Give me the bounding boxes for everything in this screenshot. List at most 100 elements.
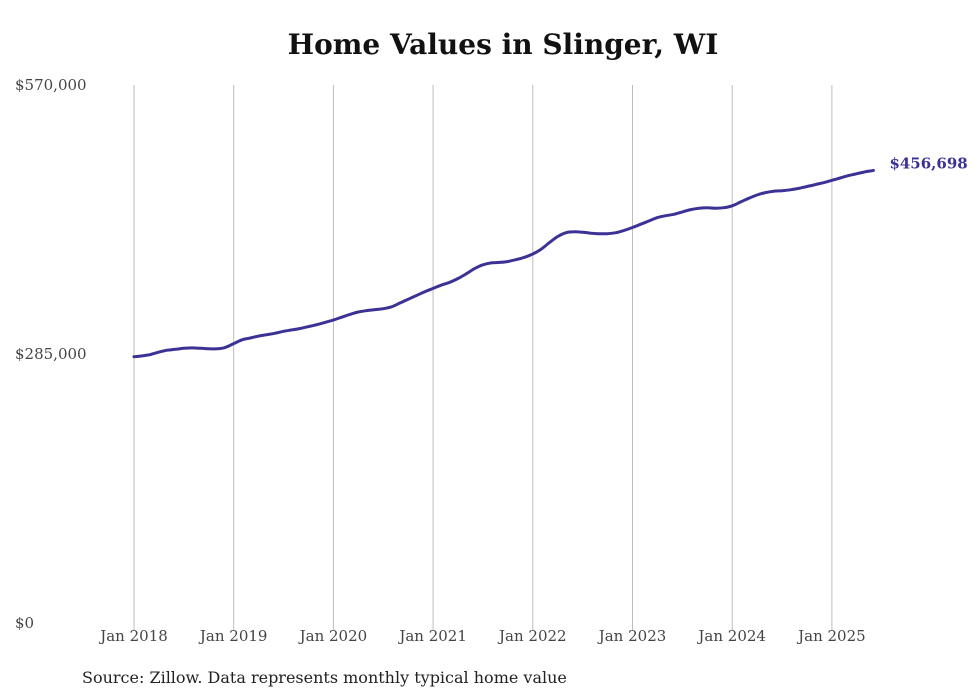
y-tick-label: $285,000 <box>15 345 87 363</box>
data-point <box>548 241 551 244</box>
data-point <box>199 347 202 350</box>
data-point <box>814 183 817 186</box>
x-tick-label: Jan 2018 <box>98 627 168 645</box>
data-point <box>822 181 825 184</box>
data-point <box>523 256 526 259</box>
data-point <box>407 298 410 301</box>
data-point <box>390 305 393 308</box>
data-point <box>664 214 667 217</box>
data-point <box>498 261 501 264</box>
data-point <box>847 174 850 177</box>
source-note: Source: Zillow. Data represents monthly … <box>82 668 567 687</box>
data-point <box>639 223 642 226</box>
x-tick-label: Jan 2024 <box>696 627 766 645</box>
x-axis-labels: Jan 2018 Jan 2019 Jan 2020 Jan 2021 Jan 2022… <box>98 627 865 645</box>
data-point <box>415 294 418 297</box>
x-tick-label: Jan 2023 <box>597 627 667 645</box>
data-point <box>598 232 601 235</box>
data-point <box>307 325 310 328</box>
data-point <box>631 226 634 229</box>
data-point <box>207 347 210 350</box>
data-point <box>797 187 800 190</box>
data-point <box>299 327 302 330</box>
data-point <box>349 313 352 316</box>
y-tick-label: $570,000 <box>15 76 87 94</box>
data-point <box>149 353 152 356</box>
data-point <box>398 302 401 305</box>
data-point <box>656 216 659 219</box>
data-point <box>864 170 867 173</box>
end-value-layer: $456,698 <box>889 154 967 172</box>
y-tick-label: $0 <box>15 614 34 632</box>
data-point <box>133 355 136 358</box>
data-point <box>806 185 809 188</box>
data-point <box>623 229 626 232</box>
data-point <box>747 197 750 200</box>
data-point <box>340 316 343 319</box>
data-point <box>673 213 676 216</box>
data-point <box>265 333 268 336</box>
data-point <box>157 351 160 354</box>
data-point <box>698 207 701 210</box>
data-point <box>565 231 568 234</box>
data-point <box>365 309 368 312</box>
data-point <box>614 231 617 234</box>
data-point <box>224 346 227 349</box>
data-point <box>722 206 725 209</box>
data-point <box>332 319 335 322</box>
data-point <box>141 354 144 357</box>
data-point <box>739 201 742 204</box>
data-point <box>839 177 842 180</box>
data-point <box>781 189 784 192</box>
data-point <box>573 230 576 233</box>
data-point <box>515 258 518 261</box>
end-value-label: $456,698 <box>889 154 967 172</box>
series-line-0 <box>132 168 875 359</box>
data-point <box>590 232 593 235</box>
data-point <box>872 169 875 172</box>
data-point <box>440 284 443 287</box>
data-point <box>216 347 219 350</box>
data-point <box>182 347 185 350</box>
data-point <box>174 348 177 351</box>
chart-title: Home Values in Slinger, WI <box>287 28 719 61</box>
data-point <box>373 308 376 311</box>
data-point <box>789 188 792 191</box>
data-point <box>706 206 709 209</box>
data-point <box>855 172 858 175</box>
x-tick-label: Jan 2022 <box>497 627 567 645</box>
data-point <box>315 323 318 326</box>
data-point <box>681 210 684 213</box>
data-point <box>531 253 534 256</box>
data-point <box>731 204 734 207</box>
data-point <box>714 207 717 210</box>
data-point <box>232 342 235 345</box>
data-point <box>457 277 460 280</box>
data-point <box>357 311 360 314</box>
data-point <box>490 261 493 264</box>
gridlines <box>133 85 833 631</box>
data-point <box>830 179 833 182</box>
data-point <box>257 335 260 338</box>
data-point <box>274 332 277 335</box>
data-point <box>290 328 293 331</box>
series-layer <box>132 168 875 359</box>
x-tick-label: Jan 2020 <box>298 627 368 645</box>
data-point <box>764 191 767 194</box>
data-point <box>448 281 451 284</box>
data-point <box>282 330 285 333</box>
data-point <box>689 208 692 211</box>
data-point <box>423 290 426 293</box>
data-point <box>241 338 244 341</box>
data-point <box>506 260 509 263</box>
y-axis-labels: $0 $285,000 $570,000 <box>15 76 87 632</box>
x-tick-label: Jan 2021 <box>397 627 467 645</box>
data-point <box>191 346 194 349</box>
data-point <box>648 219 651 222</box>
data-point <box>772 190 775 193</box>
data-point <box>556 235 559 238</box>
data-point <box>166 349 169 352</box>
data-point <box>249 337 252 340</box>
data-point <box>382 307 385 310</box>
